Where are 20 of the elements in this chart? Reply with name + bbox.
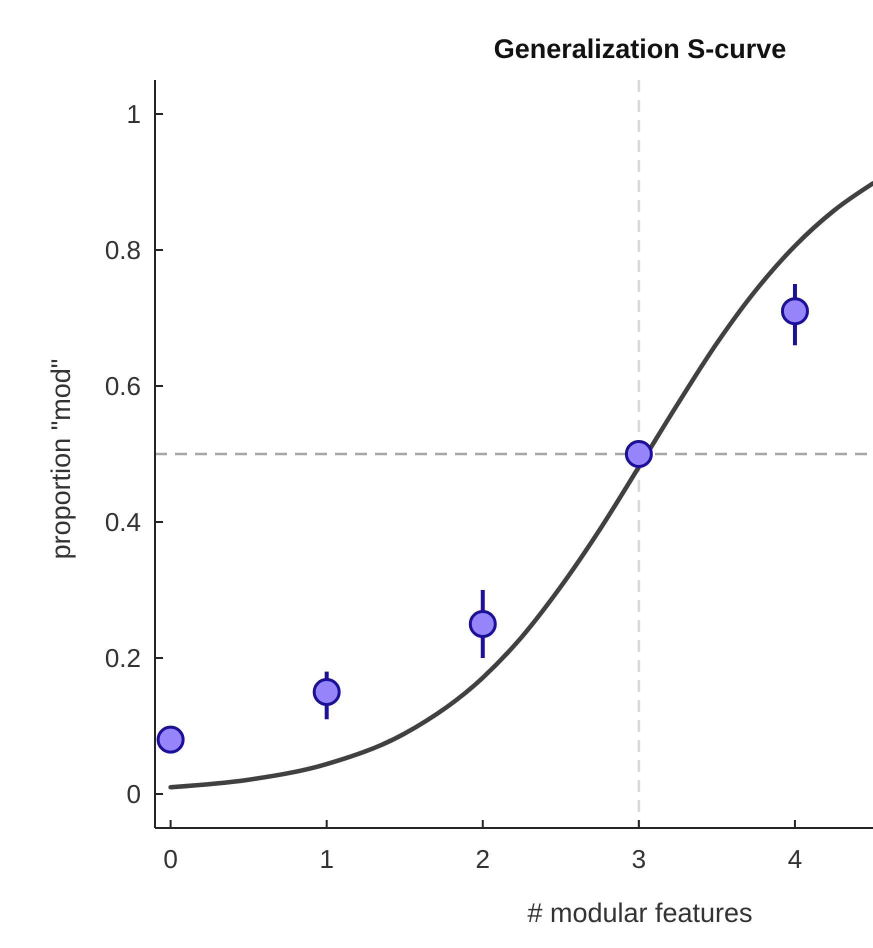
y-tick-label: 0.8: [104, 235, 141, 266]
point: [312, 678, 341, 706]
line-series: [168, 181, 873, 790]
y-axis-title: proportion "mod": [46, 358, 76, 560]
point: [780, 297, 809, 326]
point: [624, 440, 653, 468]
x-axis-title: # modular features: [527, 898, 753, 928]
x-tick-label: 3: [632, 844, 646, 874]
x-tick-label: 1: [319, 844, 334, 874]
y-tick-label: 0: [126, 779, 141, 810]
x-tick-label: 0: [163, 844, 178, 874]
x-tick-label: 2: [476, 844, 490, 874]
chart-title: Generalization S-curve: [494, 34, 786, 64]
y-tick-label: 0.6: [104, 371, 141, 402]
y-tick-label: 0.4: [104, 507, 141, 538]
y-tick-label: 0.2: [104, 643, 141, 674]
x-tick-label: 4: [788, 844, 802, 874]
point: [156, 726, 185, 754]
y-tick-label: 1: [126, 99, 141, 130]
point: [468, 610, 497, 638]
